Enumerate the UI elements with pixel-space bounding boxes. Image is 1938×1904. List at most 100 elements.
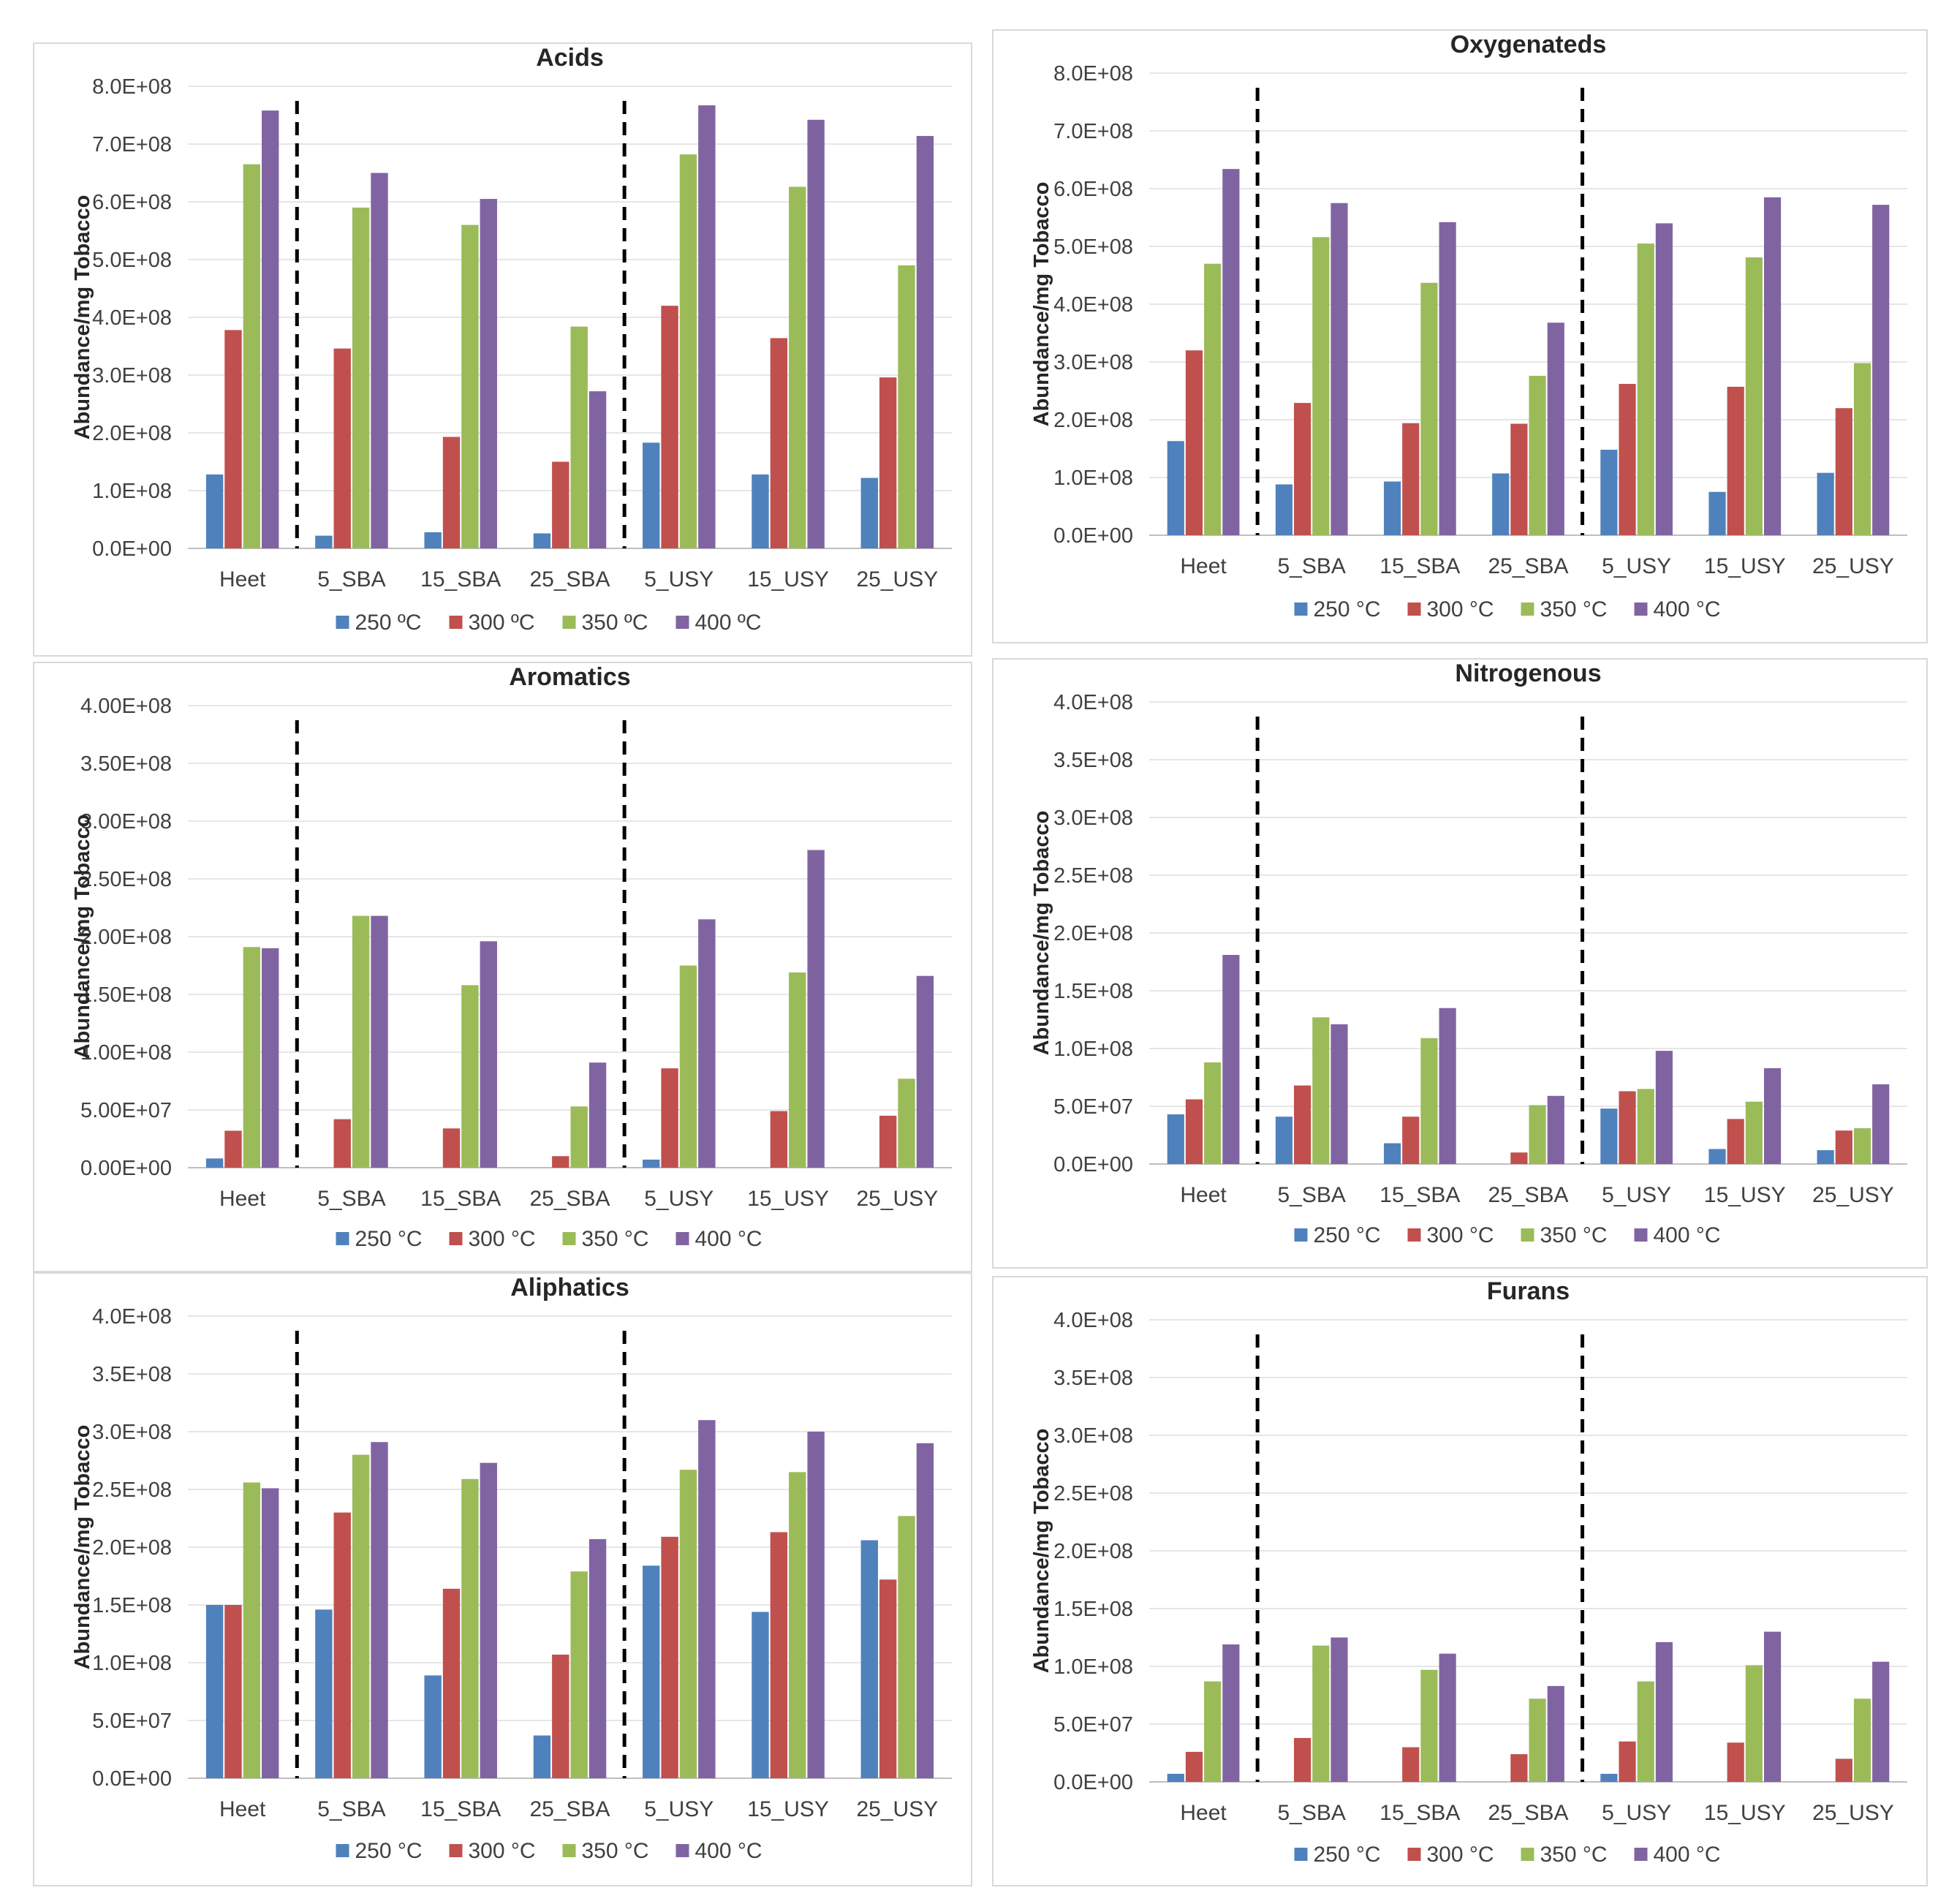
legend-label: 250 °C [1314, 1843, 1381, 1867]
bar-heet-350-c [243, 947, 261, 1168]
y-tick-label: 1.0E+08 [1053, 466, 1133, 490]
legend-swatch [1294, 1848, 1308, 1861]
y-tick-label: 1.5E+08 [1053, 1598, 1133, 1621]
bar-25-usy-300-c [1835, 408, 1852, 535]
bar-5-usy-350-c [679, 1470, 697, 1778]
x-category-label: 25_USY [856, 567, 938, 592]
y-tick-label: 0.0E+00 [1053, 1771, 1133, 1794]
bar-5-sba-250-c [315, 535, 333, 548]
bar-5-sba-400-c [371, 915, 388, 1168]
bar-15-usy-400-c [1763, 1631, 1782, 1782]
x-category-label: Heet [1180, 1801, 1227, 1825]
legend-swatch [336, 1232, 349, 1245]
bar-25-sba-350-c [570, 326, 588, 548]
bar-15-usy-250-c [752, 474, 769, 548]
bar-5-usy-400-c [1655, 1642, 1673, 1782]
bar-5-sba-300-c [1294, 403, 1311, 535]
bar-25-usy-250-c [1817, 1150, 1834, 1164]
legend-swatch [562, 1232, 576, 1245]
bar-25-usy-350-c [898, 1516, 915, 1778]
bar-15-sba-250-c [1383, 481, 1401, 535]
x-category-label: 15_SBA [1379, 1801, 1460, 1825]
bar-15-sba-250-c [424, 1675, 442, 1778]
bar-5-sba-350-c [352, 915, 370, 1168]
bar-5-usy-400-c [698, 1420, 716, 1778]
y-tick-label: 7.0E+08 [92, 133, 172, 156]
legend-swatch [1521, 1228, 1534, 1242]
bar-5-usy-350-c [1637, 243, 1654, 535]
bar-heet-350-c [1204, 1062, 1222, 1164]
bar-5-sba-300-c [333, 1512, 351, 1778]
y-tick-label: 5.0E+07 [1053, 1095, 1133, 1119]
y-tick-label: 2.0E+08 [1053, 922, 1133, 945]
bar-heet-350-c [1204, 263, 1222, 535]
bar-15-sba-250-c [1383, 1143, 1401, 1164]
y-tick-label: 2.0E+08 [1053, 1540, 1133, 1563]
legend-swatch [1634, 1228, 1648, 1242]
bar-5-usy-400-c [698, 919, 716, 1168]
chart-panel-acids: Acids 0.0E+00 1.0E+08 2.0E+08 3.0E+08 4.0E+08… [33, 42, 972, 657]
legend-label: 300 °C [469, 1227, 536, 1251]
x-category-label: 5_SBA [317, 1187, 385, 1211]
legend-label: 250 ºC [355, 611, 422, 635]
bar-25-sba-350-c [570, 1571, 588, 1778]
y-axis-label: Abundance/mg Tobacco [71, 195, 94, 440]
y-tick-label: 1.0E+08 [1053, 1655, 1133, 1679]
legend-swatch [675, 1844, 689, 1857]
bar-5-usy-250-c [643, 1565, 660, 1778]
bar-5-sba-250-c [1275, 484, 1293, 535]
y-tick-label: 1.50E+08 [80, 983, 172, 1007]
bar-25-usy-400-c [916, 135, 934, 548]
bar-heet-300-c [224, 1605, 242, 1778]
x-category-label: 25_SBA [1488, 1183, 1568, 1207]
x-category-label: 15_SBA [420, 1797, 501, 1821]
y-axis-label: Abundance/mg Tobacco [71, 1425, 94, 1670]
bar-15-usy-300-c [770, 1111, 788, 1168]
legend-label: 350 ºC [582, 611, 648, 635]
bar-25-sba-350-c [1529, 375, 1546, 535]
x-category-label: 25_USY [1812, 554, 1894, 578]
y-tick-label: 1.00E+08 [80, 1041, 172, 1065]
chart-panel-aromatics: Aromatics 0.00E+00 5.00E+07 1.00E+08 1.50E+0… [33, 662, 972, 1272]
bar-25-sba-300-c [1510, 423, 1528, 535]
bar-5-usy-300-c [1619, 1091, 1636, 1164]
x-category-label: Heet [219, 1187, 266, 1211]
chart-acids: Acids 0.0E+00 1.0E+08 2.0E+08 3.0E+08 4.0E+08… [71, 44, 952, 635]
legend-label: 400 °C [1654, 1223, 1721, 1247]
chart-oxygenateds: Oxygenateds 0.0E+00 1.0E+08 2.0E+08 3.0E+08 4… [1030, 31, 1907, 622]
x-category-label: Heet [1180, 554, 1227, 578]
x-category-label: 25_USY [856, 1797, 938, 1821]
bar-5-sba-350-c [1312, 237, 1330, 535]
y-tick-label: 0.0E+00 [1053, 524, 1133, 548]
bar-25-sba-300-c [1510, 1152, 1528, 1164]
y-axis-label: Abundance/mg Tobacco [1030, 1429, 1053, 1674]
bar-15-sba-250-c [424, 532, 442, 548]
bar-5-usy-300-c [661, 1536, 678, 1778]
bar-15-sba-350-c [461, 224, 479, 548]
legend-swatch [1407, 602, 1421, 616]
bar-heet-300-c [224, 1130, 242, 1168]
x-category-label: 5_SBA [1278, 1801, 1346, 1825]
x-category-label: Heet [219, 567, 266, 592]
bar-5-usy-250-c [643, 442, 660, 548]
y-tick-label: 5.0E+08 [92, 249, 172, 272]
bar-5-usy-300-c [1619, 1741, 1636, 1782]
bar-5-sba-300-c [1294, 1085, 1311, 1164]
bar-25-usy-300-c [879, 377, 897, 548]
legend-label: 250 °C [1314, 597, 1381, 622]
legend-swatch [449, 616, 463, 629]
x-category-label: 15_USY [1704, 1801, 1786, 1825]
bar-5-sba-350-c [352, 207, 370, 548]
bar-25-usy-350-c [898, 1078, 915, 1168]
bar-heet-250-c [205, 1158, 224, 1168]
chart-title: Furans [1487, 1277, 1570, 1305]
bar-5-sba-400-c [1331, 203, 1348, 535]
bar-25-usy-400-c [916, 1443, 934, 1778]
x-category-label: 25_USY [856, 1187, 938, 1211]
legend-label: 350 °C [582, 1839, 649, 1863]
bar-15-sba-350-c [1420, 1669, 1438, 1782]
x-category-label: 5_SBA [317, 567, 385, 592]
bar-25-sba-300-c [1510, 1754, 1528, 1782]
bar-heet-400-c [1222, 955, 1240, 1164]
bar-15-sba-400-c [1439, 1008, 1456, 1164]
